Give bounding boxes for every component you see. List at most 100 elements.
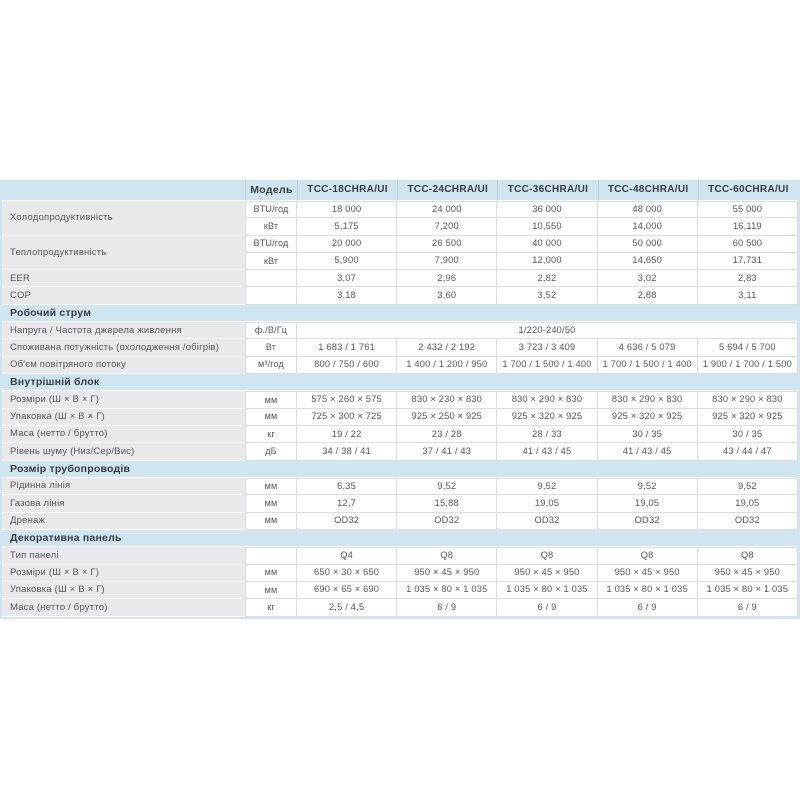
value-cell: OD32	[397, 512, 498, 530]
value-cell: 2 432 / 2 192	[397, 339, 498, 357]
value-cell: 19,05	[497, 495, 598, 513]
value-cell: 5,900	[297, 252, 398, 271]
value-cell: 830 × 230 × 830	[397, 391, 498, 409]
value-cell: 2,88	[597, 287, 698, 305]
value-cell: 1 700 / 1 500 / 1 400	[597, 356, 698, 375]
unit-cell: м³/год	[245, 356, 297, 375]
model-header: TCC-24CHRA/UI	[397, 180, 498, 201]
table-row: кВт 5,175 7,200 10,550 14,000 16,119	[2, 218, 798, 236]
section-row: Внутрішній блок	[2, 374, 798, 392]
value-cell: 50 000	[597, 235, 698, 253]
value-cell: 41 / 43 / 45	[497, 443, 598, 461]
table-row: COP 3,18 3,60 3,52 2,88 3,11	[2, 287, 798, 305]
unit-cell: кг	[245, 426, 297, 444]
row-label: Теплопродуктивність	[2, 235, 245, 271]
row-label: Маса (нетто / брутто)	[2, 426, 245, 444]
table-row: Споживана потужність (охолодження /обігр…	[2, 339, 798, 357]
value-cell: 40 000	[497, 235, 598, 253]
row-label: Об'єм повітряного потоку	[2, 356, 245, 375]
header-row: Модель TCC-18CHRA/UI TCC-24CHRA/UI TCC-36CH…	[2, 180, 798, 201]
table-row: Дренаж мм OD32 OD32 OD32 OD32 OD32	[2, 512, 798, 530]
section-title: Внутрішній блок	[2, 374, 798, 392]
row-label: Холодопродуктивність	[2, 201, 245, 236]
value-cell: 55 000	[697, 201, 798, 219]
row-label: Споживана потужність (охолодження /обігр…	[2, 339, 245, 357]
value-cell: 7,900	[397, 252, 498, 271]
row-label: Рівень шуму (Низ/Сер/Вис)	[2, 443, 245, 461]
value-cell: 3 723 / 3 409	[497, 339, 598, 357]
unit-cell: мм	[245, 495, 297, 513]
row-label: Упаковка (Ш × В × Г)	[2, 408, 245, 427]
unit-cell: мм	[245, 512, 297, 530]
value-cell: 830 × 290 × 830	[697, 391, 798, 409]
value-cell: 17,731	[697, 252, 798, 271]
table-row: Напруга / Частота джерела живлення ф./В/Г…	[2, 322, 798, 340]
row-label: Маса (нетто / брутто)	[2, 599, 245, 617]
spec-table-container: Модель TCC-18CHRA/UI TCC-24CHRA/UI TCC-36CH…	[0, 180, 800, 619]
value-cell: 19 / 22	[297, 426, 398, 444]
value-cell: 5 694 / 5 700	[697, 339, 798, 357]
value-cell: 1 700 / 1 500 / 1 400	[497, 356, 598, 375]
row-label: Рідинна лінія	[2, 478, 245, 496]
table-row: кВт 5,900 7,900 12,000 14,650 17,731	[2, 252, 798, 271]
unit-cell: мм	[245, 391, 297, 409]
value-cell: 2,83	[697, 270, 798, 288]
section-title: Декоративна панель	[2, 529, 798, 548]
value-cell: 36 000	[497, 201, 598, 219]
section-row: Розмір трубопроводів	[2, 460, 798, 479]
value-cell: 1 035 × 80 × 1 035	[397, 581, 498, 600]
value-cell: 1 683 / 1 761	[297, 339, 398, 357]
unit-cell	[245, 287, 297, 305]
table-row: Розміри (Ш × В × Г) мм 650 × 30 × 650 950 ×…	[2, 564, 798, 582]
value-cell: 6 / 9	[397, 599, 498, 617]
value-cell: 12,7	[297, 495, 398, 513]
value-cell: 41 / 43 / 45	[597, 443, 698, 461]
value-cell: 14,000	[597, 218, 698, 236]
value-cell: 3,52	[497, 287, 598, 305]
value-cell: 1 035 × 80 × 1 035	[697, 581, 798, 600]
unit-cell: BTU/год	[245, 235, 297, 253]
value-cell: 9,52	[397, 478, 498, 496]
value-cell: 1 900 / 1 700 / 1 500	[697, 356, 798, 375]
value-cell: 3,07	[297, 270, 398, 288]
table-row: Упаковка (Ш × В × Г) мм 690 × 65 × 690 1 03…	[2, 581, 798, 600]
value-cell: 2,82	[497, 270, 598, 288]
unit-cell: кВт	[245, 218, 297, 236]
table-row: Холодопродуктивність BTU/год 18 000 24 000 3…	[2, 201, 798, 236]
table-row: Упаковка (Ш × В × Г) мм 725 × 300 × 725 925…	[2, 408, 798, 427]
value-cell: Q8	[397, 547, 498, 565]
value-cell: 19,05	[597, 495, 698, 513]
value-cell: 1 035 × 80 × 1 035	[497, 581, 598, 600]
value-cell: 9,52	[497, 478, 598, 496]
unit-cell: мм	[245, 581, 297, 600]
value-cell: 2,5 / 4,5	[297, 599, 398, 617]
value-cell: 3,11	[697, 287, 798, 305]
value-cell: 830 × 290 × 830	[597, 391, 698, 409]
value-cell: 1 400 / 1 200 / 950	[397, 356, 498, 375]
model-header: TCC-18CHRA/UI	[297, 180, 398, 201]
unit-cell	[245, 547, 297, 565]
value-cell: 6 / 9	[697, 599, 798, 617]
unit-cell: мм	[245, 408, 297, 427]
table-row: Рідинна лінія мм 6,35 9,52 9,52 9,52 9,52	[2, 478, 798, 496]
value-cell: 950 × 45 × 950	[397, 564, 498, 582]
value-cell: 925 × 320 × 925	[697, 408, 798, 427]
value-cell: 4 636 / 5 079	[597, 339, 698, 357]
value-cell: 9,52	[697, 478, 798, 496]
value-cell: 925 × 320 × 925	[497, 408, 598, 427]
spec-table-body: Модель TCC-18CHRA/UI TCC-24CHRA/UI TCC-36CH…	[2, 180, 798, 617]
model-header-label: Модель	[245, 180, 297, 201]
value-cell: OD32	[497, 512, 598, 530]
value-cell: 9,52	[597, 478, 698, 496]
unit-cell: дБ	[245, 443, 297, 461]
row-label: COP	[2, 287, 245, 305]
table-row: Теплопродуктивність BTU/год 20 000 26 500 40…	[2, 235, 798, 271]
value-cell: 925 × 320 × 925	[597, 408, 698, 427]
table-row: Маса (нетто / брутто) кг 19 / 22 23 / 28 28 …	[2, 426, 798, 444]
value-cell: OD32	[297, 512, 398, 530]
unit-cell: кВт	[245, 252, 297, 271]
value-cell: 950 × 45 × 950	[697, 564, 798, 582]
table-row: EER 3,07 2,96 2,82 3,02 2,83	[2, 270, 798, 288]
model-header: TCC-36CHRA/UI	[497, 180, 598, 201]
value-cell: 950 × 45 × 950	[597, 564, 698, 582]
